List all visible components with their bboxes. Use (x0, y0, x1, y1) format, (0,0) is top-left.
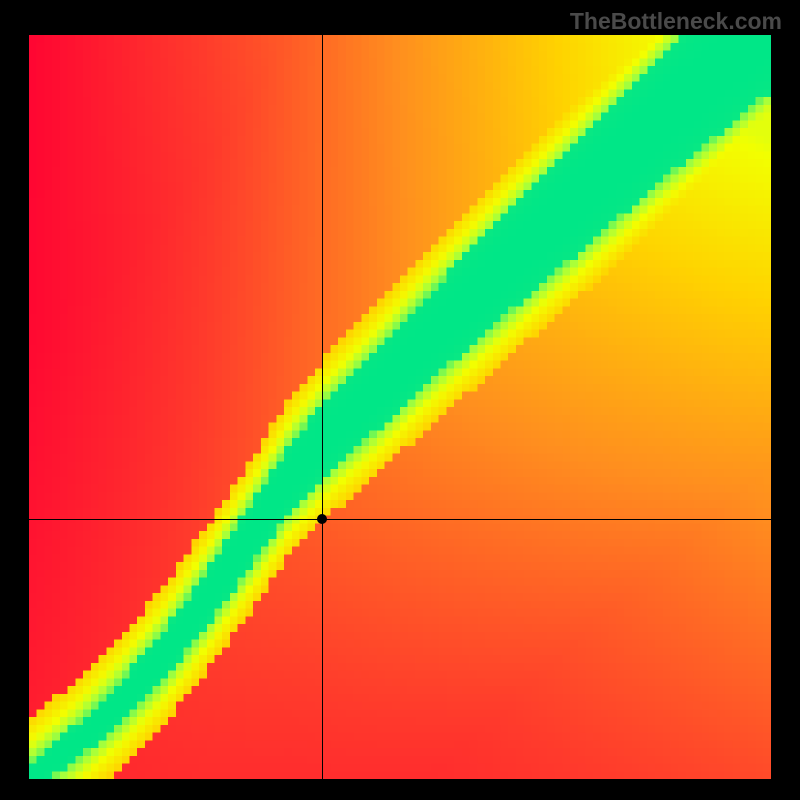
crosshair-marker (317, 514, 327, 524)
chart-container: TheBottleneck.com (0, 0, 800, 800)
crosshair-vertical (322, 35, 323, 779)
bottleneck-heatmap (29, 35, 771, 779)
crosshair-horizontal (29, 519, 771, 520)
watermark-text: TheBottleneck.com (570, 8, 782, 35)
